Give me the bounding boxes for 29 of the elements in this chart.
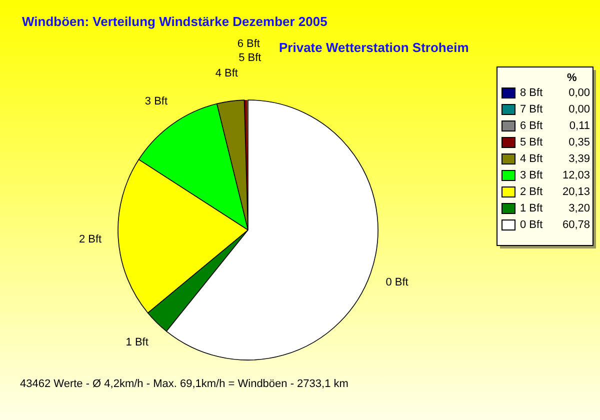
data-label: 3,20 (568, 202, 590, 214)
data-label: 12,03 (562, 170, 590, 182)
slice-label: 2 Bft (78, 233, 102, 246)
text: 43462 Werte - Ø 4,2km/h - Max. 69,1km/h = Windböen - 2733,1 km (20, 378, 348, 390)
legend-label: 3 Bft (520, 170, 543, 182)
slice-label: 4 Bft (215, 67, 238, 80)
chart-subtitle: Private Wetterstation Stroheim (279, 40, 469, 55)
legend-label: 5 Bft (520, 136, 543, 148)
legend-label: 4 Bft (520, 153, 543, 165)
data-label: 0,35 (568, 136, 590, 148)
legend-label: 6 Bft (520, 120, 543, 132)
text: 0,00 (568, 87, 590, 99)
slice-label: 0 Bft (386, 276, 408, 289)
slice-label: 3 Bft (144, 95, 168, 108)
legend-label: 7 Bft (520, 104, 543, 116)
data-label: 0,11 (569, 120, 590, 132)
data-label: 20,13 (562, 186, 590, 198)
chart-title: Windböen: Verteilung Windstärke Dezember 2005 (22, 14, 328, 29)
data-label: 60,78 (562, 219, 590, 231)
legend-label: 8 Bft (520, 87, 543, 99)
category-label: 6 Bft (237, 38, 260, 50)
legend-label: 1 Bft (520, 202, 543, 214)
slice-label: 5 Bft (238, 52, 262, 64)
data-label: 3,39 (568, 153, 590, 165)
legend-label: 2 Bft (520, 186, 543, 198)
slice-label: 1 Bft (126, 336, 148, 349)
legend-title: % (567, 72, 577, 84)
legend-label: 0 Bft (520, 219, 543, 231)
text: 0,00 (568, 104, 590, 116)
